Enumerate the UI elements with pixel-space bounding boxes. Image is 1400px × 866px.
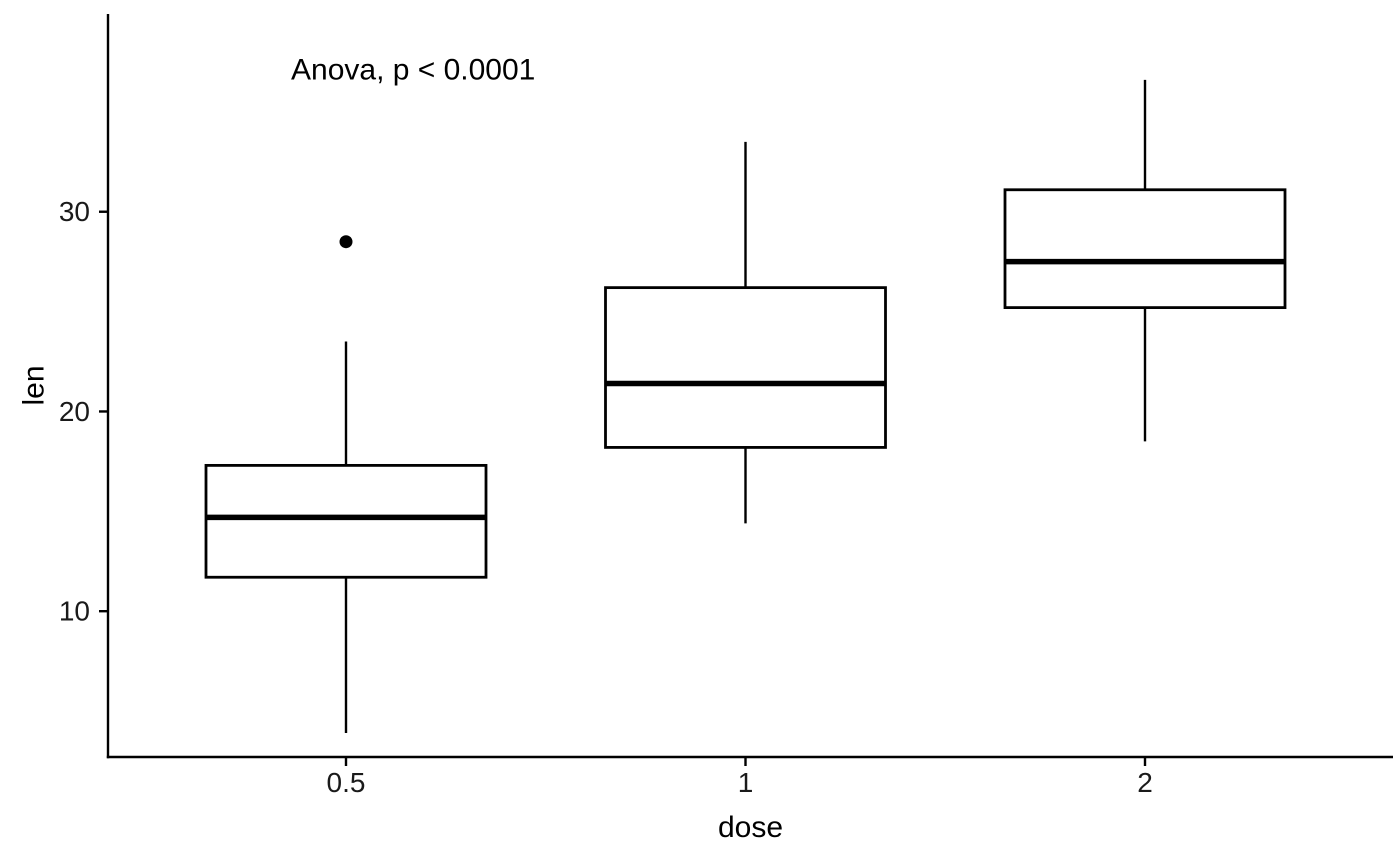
x-axis-title: dose [718, 811, 783, 844]
x-tick-label: 0.5 [327, 767, 366, 798]
y-tick-label: 10 [59, 596, 90, 627]
outlier-point [339, 235, 353, 249]
y-tick-label: 30 [59, 196, 90, 227]
y-tick-label: 20 [59, 396, 90, 427]
x-tick-label: 1 [738, 767, 754, 798]
box-rect [204, 463, 488, 579]
y-axis-title: len [18, 365, 51, 405]
x-tick-label: 2 [1137, 767, 1153, 798]
anova-annotation: Anova, p < 0.0001 [291, 54, 535, 87]
box-rect [604, 286, 887, 449]
box-rect [1003, 188, 1287, 310]
